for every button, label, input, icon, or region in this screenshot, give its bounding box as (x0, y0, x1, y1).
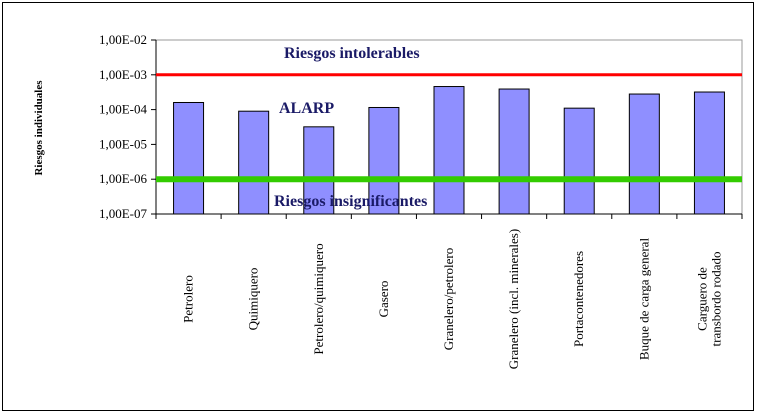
x-category-label-0: Petrolero (181, 275, 196, 323)
bar-7 (628, 93, 660, 215)
bar-4 (433, 86, 465, 215)
y-axis-label: Riesgos individuales (33, 80, 45, 176)
bar-3 (368, 106, 400, 215)
bar-2 (303, 126, 335, 215)
bar-0 (173, 101, 205, 215)
intolerable-label: Riesgos intolerables (284, 45, 420, 62)
x-category-labels: Petrolero Quimiquero Petrolero/quimiquero G… (181, 229, 724, 369)
y-tick-label-4: 1,00E-06 (99, 171, 148, 186)
y-tick-label-3: 1,00E-05 (99, 136, 147, 151)
x-category-label-3: Gasero (376, 281, 391, 318)
x-category-label-7: Buque de carga general (636, 238, 651, 361)
x-category-label-4: Granelero/petrolero (441, 248, 456, 351)
reference-lines: Riesgos intolerables Riesgos insignifican… (156, 45, 742, 210)
x-category-label-6: Portacontenedores (571, 251, 586, 347)
bar-8 (693, 91, 725, 215)
y-tick-label-5: 1,00E-07 (99, 206, 148, 221)
axes (151, 39, 743, 219)
x-category-label-8: Carguero detransbordo rodado (694, 252, 723, 347)
x-category-label-5: Granelero (incl. minerales) (506, 229, 521, 369)
bar-5 (498, 88, 530, 215)
y-tick-label-0: 1,00E-02 (99, 32, 147, 47)
y-tick-label-1: 1,00E-03 (99, 67, 147, 82)
insignificant-label: Riesgos insignificantes (274, 193, 427, 210)
x-category-label-2: Petrolero/quimiquero (311, 243, 326, 354)
alarp-label: ALARP (279, 100, 334, 117)
y-tick-label-2: 1,00E-04 (99, 102, 148, 117)
bar-6 (563, 107, 595, 215)
x-category-label-1: Quimiquero (246, 268, 261, 331)
y-tick-labels: 1,00E-02 1,00E-03 1,00E-04 1,00E-05 1,00E-06… (99, 32, 148, 221)
bar-1 (238, 110, 270, 215)
bars (173, 86, 725, 215)
